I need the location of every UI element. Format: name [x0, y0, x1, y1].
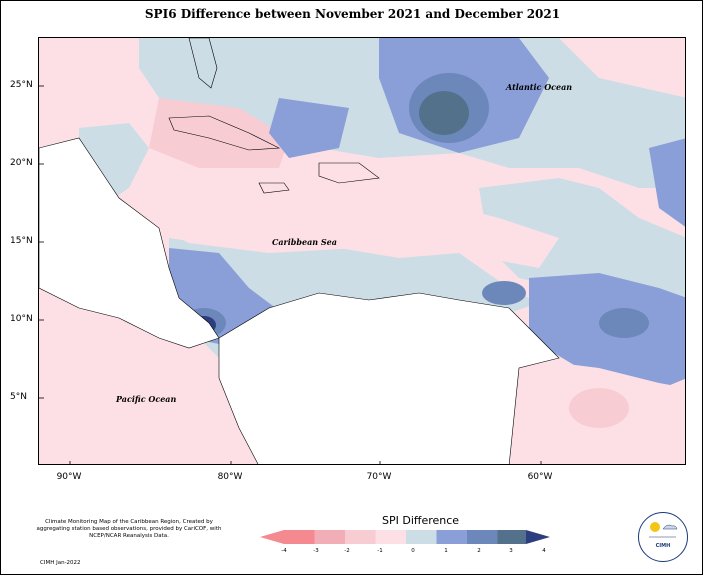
cloud-icon	[662, 524, 678, 530]
light-blue-region-east	[479, 178, 685, 308]
lon-label-60w: 60°W	[527, 472, 553, 482]
lat-label-20n: 20°N	[10, 158, 33, 168]
lon-label-80w: 80°W	[217, 472, 243, 482]
pink-region-cuba	[149, 98, 289, 168]
legend-tick: 3	[509, 548, 513, 554]
color-bar	[260, 530, 550, 544]
land-cuba	[168, 115, 281, 151]
color-bar-segment-3	[345, 530, 376, 544]
legend-tick: 4	[542, 548, 546, 554]
land-central-america	[39, 137, 220, 349]
color-bar-segment-7	[467, 530, 498, 544]
land-south-america	[218, 292, 560, 464]
dark-region-lesser-antilles	[482, 281, 526, 305]
sun-icon	[650, 522, 660, 532]
legend-tick: 0	[411, 548, 415, 554]
dark-region-guyana	[599, 308, 649, 338]
land-hispaniola	[318, 162, 380, 184]
pacific-ocean-label: Pacific Ocean	[116, 394, 177, 404]
map-title: SPI6 Difference between November 2021 an…	[144, 7, 561, 21]
color-bar-segment-4	[375, 530, 406, 544]
lon-label-70w: 70°W	[366, 472, 392, 482]
land-florida	[188, 38, 218, 89]
caribbean-sea-label: Caribbean Sea	[272, 237, 337, 247]
map-area	[38, 37, 686, 465]
color-bar-arrow-left	[260, 530, 284, 544]
blue-region-east-atlantic	[649, 138, 685, 227]
dark-region-atlantic-core	[419, 91, 469, 135]
color-bar-segment-1	[284, 530, 315, 544]
legend-tick: -3	[313, 548, 319, 554]
legend-tick: -1	[377, 548, 383, 554]
legend-tick: -2	[344, 548, 350, 554]
color-bar-arrow-right	[526, 530, 550, 544]
color-bar-segment-5	[406, 530, 437, 544]
legend-tick: -4	[281, 548, 287, 554]
cimh-logo: CIMH	[638, 512, 688, 562]
atlantic-ocean-label: Atlantic Ocean	[506, 82, 573, 92]
legend-title: SPI Difference	[382, 514, 460, 527]
cimh-logo-graphic	[649, 522, 678, 538]
blue-region-bahamas	[269, 98, 349, 158]
pink-spot-south	[569, 388, 629, 428]
legend-tick: 2	[477, 548, 481, 554]
spi-map-svg	[39, 38, 685, 464]
blue-region-guyana	[529, 273, 685, 398]
lat-label-15n: 15°N	[10, 236, 33, 246]
lat-label-5n: 5°N	[10, 392, 27, 402]
color-bar-segment-8	[497, 530, 526, 544]
lat-label-25n: 25°N	[10, 80, 33, 90]
color-bar-segment-6	[436, 530, 467, 544]
logo-text: CIMH	[655, 543, 671, 549]
legend-tick: 1	[444, 548, 448, 554]
footer-credit: CIMH Jan-2022	[40, 560, 81, 566]
pink-band-caribbean	[139, 178, 559, 268]
lon-label-90w: 90°W	[56, 472, 82, 482]
footer-description: Climate Monitoring Map of the Caribbean …	[36, 519, 222, 539]
land-jamaica	[258, 182, 290, 194]
color-bar-segment-2	[314, 530, 345, 544]
grid-ticks	[39, 85, 542, 464]
lat-label-10n: 10°N	[10, 314, 33, 324]
